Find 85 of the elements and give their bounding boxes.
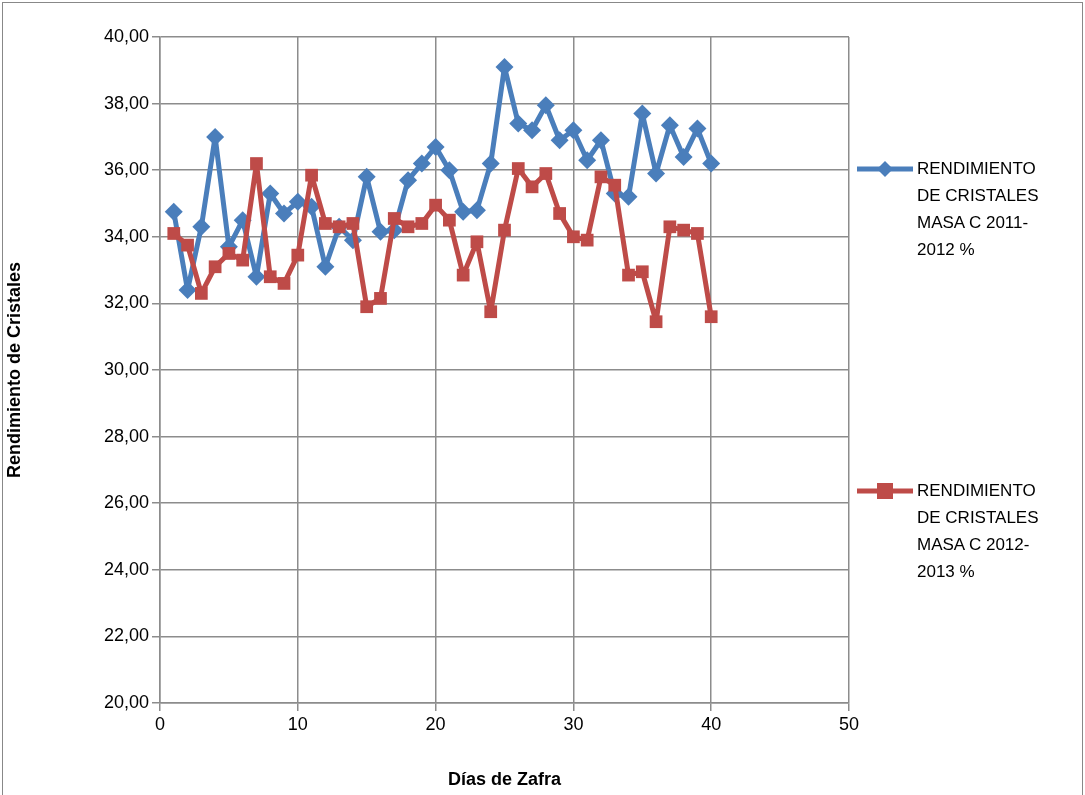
point [401,220,415,234]
point [371,222,390,241]
x-tick-label: 40 [701,713,722,734]
x-tick-label: 10 [287,713,308,734]
y-tick-label: 24,00 [103,558,149,579]
point [429,198,442,212]
y-axis-title: Rendimiento de Cristales [3,261,24,479]
point [550,131,569,150]
x-tick-label: 0 [154,713,166,734]
point [539,167,553,180]
point [704,310,718,324]
y-tick-label: 34,00 [103,225,149,246]
point [456,268,470,282]
y-tick-label: 20,00 [103,691,149,712]
legend-label: RENDIMIENTO DE CRISTALES MASA C 2012-2013 % [917,480,1040,583]
point [250,157,263,170]
point [443,213,456,227]
point [277,277,291,290]
point [702,154,721,173]
y-tick-label: 32,00 [103,292,149,313]
point [567,230,580,244]
point [564,121,583,140]
point [608,178,622,192]
point [536,96,555,115]
x-tick-label: 20 [425,713,446,734]
point [236,253,250,267]
legend-label: RENDIMIENTO DE CRISTALES MASA C 2011-2012 % [917,158,1040,261]
point [622,268,635,282]
point [523,121,542,140]
point [498,223,511,237]
x-tick-label: 30 [563,713,584,734]
point [360,300,374,314]
x-axis-title: Días de Zafra [447,769,563,790]
point [674,147,693,166]
point [691,227,704,240]
point [346,217,360,230]
point [619,187,638,206]
x-tick-label: 50 [838,713,860,734]
y-tick-label: 40,00 [103,25,149,46]
point [578,151,597,170]
point [305,168,318,182]
point [509,114,528,133]
point [194,287,208,300]
point [263,270,277,284]
y-tick-label: 36,00 [103,159,149,180]
point [288,192,307,211]
y-tick-label: 28,00 [103,425,149,446]
point [291,248,305,262]
point [164,202,183,221]
y-tick-label: 38,00 [103,92,149,113]
point [580,233,594,247]
point [415,217,429,230]
point [319,217,332,230]
y-tick-label: 26,00 [103,492,149,513]
point [374,292,387,305]
y-tick-label: 30,00 [103,358,149,379]
point [481,154,500,173]
point [553,207,566,220]
point [454,202,473,221]
point [649,315,663,329]
point [208,260,222,274]
point [635,265,649,279]
point [426,137,445,156]
y-tick-label: 22,00 [103,625,149,646]
point [688,119,707,138]
point [663,220,677,234]
point [192,217,211,236]
point [484,305,498,319]
point [525,180,539,194]
point [470,235,484,249]
point [261,184,280,203]
point [677,223,690,237]
point [660,116,679,135]
point [412,154,431,173]
point [387,212,401,225]
point [399,171,418,190]
point [591,131,610,150]
point [440,161,459,180]
point [594,170,608,184]
point [222,247,236,260]
point [467,201,486,220]
point [275,204,294,223]
point [511,162,525,175]
point [167,227,181,240]
point [181,238,194,252]
